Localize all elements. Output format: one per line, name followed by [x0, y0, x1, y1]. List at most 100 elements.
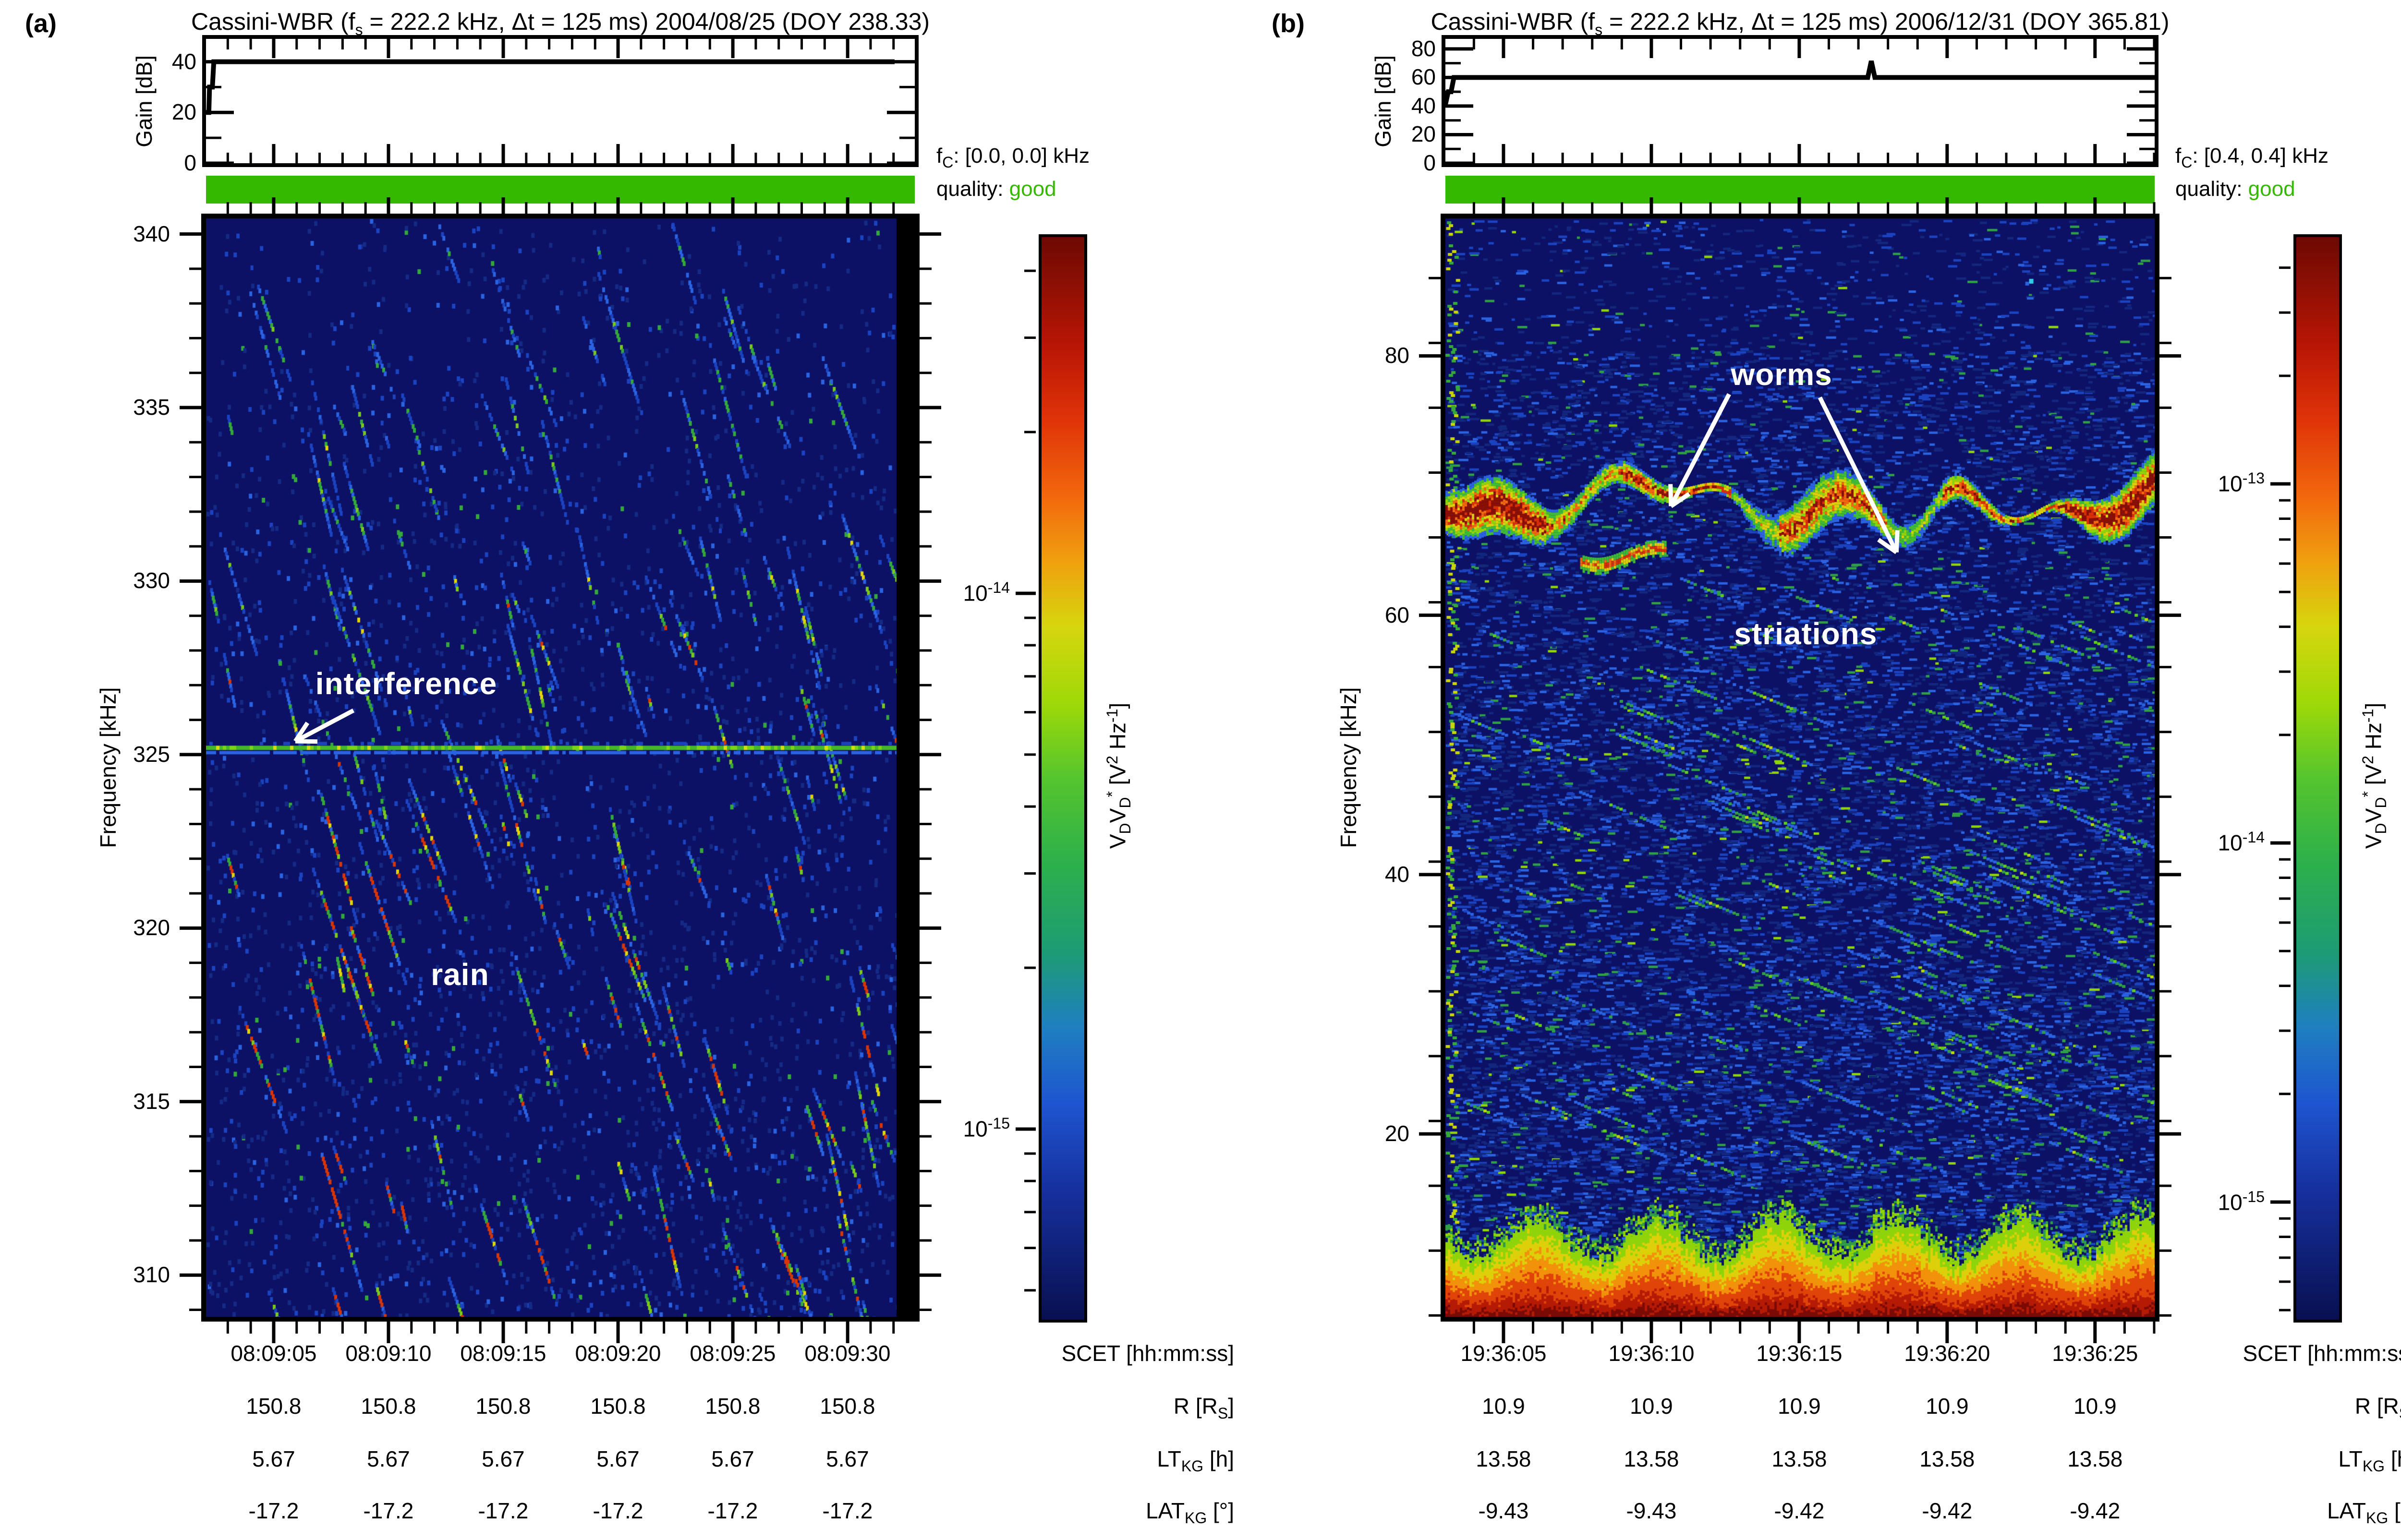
text-part: ] — [1228, 1394, 1234, 1419]
quality-bar-a — [206, 176, 915, 204]
text-part: V — [2361, 833, 2386, 849]
text-part: D — [1116, 797, 1134, 808]
meta-value: 08:09:15 — [460, 1341, 546, 1366]
meta-value: 08:09:30 — [804, 1341, 891, 1366]
gain-ytick-label: 80 — [1411, 36, 1436, 61]
meta-value: -9.42 — [1922, 1498, 1973, 1523]
freq-ytick-label: 315 — [133, 1088, 170, 1114]
text-part: -14 — [987, 578, 1010, 596]
meta-value: 13.58 — [1771, 1446, 1827, 1471]
colorbar-tick-label: 10-14 — [2173, 829, 2265, 855]
text-part: KG — [2366, 1509, 2389, 1527]
meta-value: 13.58 — [1624, 1446, 1679, 1471]
freq-ytick-label: 60 — [1384, 602, 1409, 627]
text-part: SCET [hh:mm:ss] — [1061, 1341, 1234, 1366]
text-part: [V — [2361, 764, 2386, 791]
text-part: KG — [1181, 1457, 1204, 1475]
text-part: C — [942, 153, 954, 171]
colorbar-tick-label: 10-13 — [2173, 469, 2265, 496]
gain-ytick-label: 20 — [171, 99, 196, 125]
text-part: -13 — [2242, 469, 2265, 487]
quality-label-b: quality: good — [2175, 177, 2295, 201]
meta-value: 150.8 — [820, 1394, 875, 1419]
colorbar-tick-label: 10-15 — [919, 1115, 1010, 1142]
text-part: LAT — [1146, 1498, 1185, 1523]
meta-value: 10.9 — [2074, 1394, 2117, 1419]
meta-value: 5.67 — [596, 1446, 640, 1471]
text-part: Cassini-WBR (f — [191, 8, 355, 35]
text-part: KG — [1185, 1509, 1207, 1527]
colorbar-title-b: VDVD* [V2 Hz-1] — [2359, 702, 2390, 848]
meta-value: 08:09:10 — [345, 1341, 432, 1366]
annotation-interference: interference — [315, 666, 497, 701]
meta-row-label: LTKG [h] — [2079, 1446, 2401, 1475]
text-part: : [0.0, 0.0] kHz — [953, 144, 1090, 168]
meta-value: 150.8 — [246, 1394, 302, 1419]
meta-value: -17.2 — [707, 1498, 758, 1523]
text-part: 10 — [2218, 471, 2243, 496]
text-part: V — [2361, 808, 2386, 823]
text-part: [°] — [2394, 1498, 2401, 1523]
meta-value: 19:36:20 — [1904, 1341, 1990, 1366]
text-part: S — [2399, 1405, 2401, 1422]
meta-value: -9.43 — [1626, 1498, 1677, 1523]
meta-value: 150.8 — [475, 1394, 531, 1419]
meta-value: 150.8 — [705, 1394, 761, 1419]
meta-row-label: R [RS] — [2079, 1393, 2401, 1422]
quality-text-b: quality: — [2175, 177, 2243, 201]
meta-value: 10.9 — [1482, 1394, 1525, 1419]
text-part: LT — [2338, 1446, 2363, 1471]
freq-ytick-label: 320 — [133, 915, 170, 940]
text-part: ] — [1105, 702, 1130, 709]
text-part: ] — [2361, 702, 2386, 709]
text-part: 10 — [963, 1116, 988, 1142]
panel-a-title: Cassini-WBR (fs = 222.2 kHz, Δt = 125 ms… — [191, 8, 930, 39]
annotation-striations: striations — [1734, 616, 1878, 651]
panel-b-title: Cassini-WBR (fs = 222.2 kHz, Δt = 125 ms… — [1431, 8, 2169, 39]
text-part: [h] — [1203, 1446, 1234, 1471]
meta-value: 08:09:05 — [230, 1341, 317, 1366]
text-part: -15 — [2242, 1188, 2265, 1205]
text-part: S — [1217, 1405, 1228, 1422]
meta-value: -9.42 — [2070, 1498, 2121, 1523]
colorbar-tick-label: 10-14 — [919, 579, 1010, 606]
freq-ytick-label: 335 — [133, 394, 170, 420]
meta-value: 19:36:05 — [1460, 1341, 1547, 1366]
text-part: LAT — [2327, 1498, 2366, 1523]
colorbar-tick-label: 10-15 — [2173, 1188, 2265, 1215]
text-part: Hz — [2361, 722, 2386, 756]
meta-value: 150.8 — [361, 1394, 416, 1419]
annotation-worms: worms — [1731, 357, 1832, 392]
frequency-axis-title-a: Frequency [kHz] — [96, 687, 121, 848]
text-part: * — [1103, 791, 1121, 797]
text-part: LT — [1157, 1446, 1181, 1471]
meta-value: 5.67 — [252, 1446, 295, 1471]
meta-value: 5.67 — [482, 1446, 525, 1471]
quality-value-b: good — [2248, 177, 2295, 201]
text-part: V — [1105, 833, 1130, 849]
meta-value: 13.58 — [1476, 1446, 1531, 1471]
freq-ytick-label: 20 — [1384, 1121, 1409, 1146]
freq-ytick-label: 330 — [133, 568, 170, 593]
meta-value: 19:36:15 — [1756, 1341, 1843, 1366]
text-part: -1 — [1103, 709, 1121, 722]
freq-ytick-label: 310 — [133, 1262, 170, 1287]
freq-ytick-label: 40 — [1384, 861, 1409, 887]
meta-value: -9.43 — [1478, 1498, 1529, 1523]
text-part: = 222.2 kHz, Δt = 125 ms) 2004/08/25 (DO… — [363, 8, 930, 35]
text-part: = 222.2 kHz, Δt = 125 ms) 2006/12/31 (DO… — [1602, 8, 2170, 35]
text-part: * — [2359, 791, 2377, 797]
text-part: R [R — [1173, 1394, 1218, 1419]
meta-row-label: SCET [hh:mm:ss] — [2079, 1340, 2401, 1366]
meta-value: -17.2 — [248, 1498, 299, 1523]
annotation-rain: rain — [431, 957, 489, 992]
meta-value: 150.8 — [590, 1394, 646, 1419]
text-part: f — [936, 144, 943, 168]
text-part: [h] — [2390, 1446, 2401, 1471]
text-part: -14 — [2242, 828, 2265, 846]
filter-cutoff-label-b: fC: [0.4, 0.4] kHz — [2175, 144, 2328, 171]
freq-ytick-label: 340 — [133, 221, 170, 246]
colorbar-title-a: VDVD* [V2 Hz-1] — [1103, 702, 1134, 848]
meta-value: 13.58 — [1919, 1446, 1975, 1471]
